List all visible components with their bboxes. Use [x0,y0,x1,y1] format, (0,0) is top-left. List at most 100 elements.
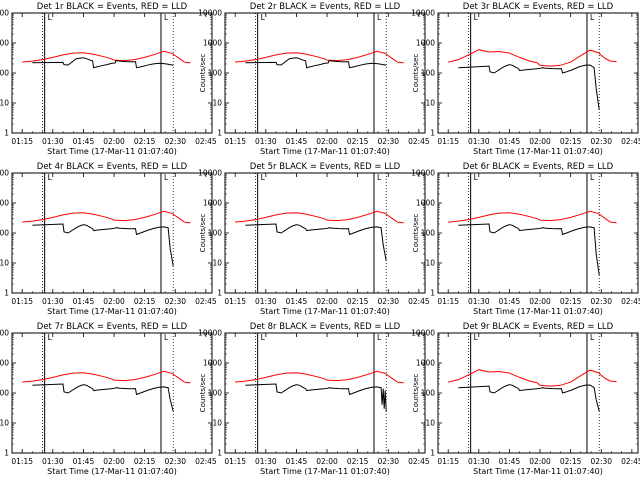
y-tick-label: 10 [425,99,435,108]
x-tick-label: 01:30 [255,137,277,146]
marker-label: L [590,13,595,22]
x-tick-label: 02:15 [134,137,156,146]
y-tick-label: 1000 [416,199,435,208]
x-tick-label: 02:15 [560,297,582,306]
lld-series-line [235,50,404,64]
x-tick-label: 01:15 [224,457,246,466]
x-tick-label: 02:15 [560,137,582,146]
y-tick-label: 1000 [203,199,222,208]
x-tick-label: 01:45 [286,137,308,146]
marker-label: L [164,333,169,342]
events-series-line [458,64,600,110]
y-axis-label: Counts/sec [199,374,207,413]
x-tick-label: 01:45 [286,457,308,466]
marker-label: L [261,333,266,342]
x-tick-label: 01:15 [437,297,459,306]
x-axis-label: Start Time (17-Mar-11 01:07:40) [47,307,177,316]
panel-7: Det 7r BLACK = Events, RED = LLD 1 10 100 10… [0,322,217,476]
panel-title: Det 4r BLACK = Events, RED = LLD [37,162,188,172]
x-axis-label: Start Time (17-Mar-11 01:07:40) [47,467,177,476]
y-tick-label: 100 [208,229,223,238]
plot-frame [437,12,639,134]
plot-frame [224,12,426,134]
lld-series-line [448,210,617,224]
x-tick-label: 01:15 [224,137,246,146]
y-axis-label: Counts/sec [412,214,420,253]
y-axis-label: Counts/sec [199,54,207,93]
x-tick-label: 01:15 [437,457,459,466]
y-tick-label: 1000 [0,199,9,208]
y-tick-label: 10000 [0,9,9,18]
x-axis-label: Start Time (17-Mar-11 01:07:40) [473,467,603,476]
x-tick-label: 01:45 [499,297,521,306]
x-tick-label: 02:15 [560,457,582,466]
lld-series-line [22,50,191,64]
plot-frame [11,12,213,134]
events-series-line [245,223,387,261]
x-tick-label: 01:30 [468,457,490,466]
y-tick-label: 10000 [198,9,222,18]
x-tick-label: 02:30 [164,457,186,466]
x-tick-label: 01:15 [437,137,459,146]
x-tick-label: 01:30 [468,297,490,306]
y-tick-label: 100 [0,389,9,398]
x-axis-label: Start Time (17-Mar-11 01:07:40) [473,307,603,316]
lld-series-line [235,370,404,384]
panel-title: Det 2r BLACK = Events, RED = LLD [250,2,401,12]
x-tick-label: 02:45 [408,297,430,306]
marker-label: L [590,333,595,342]
marker-label: L [474,173,479,182]
x-tick-label: 01:30 [468,137,490,146]
x-tick-label: 01:30 [255,457,277,466]
events-series-line [245,383,387,412]
y-tick-label: 1000 [416,39,435,48]
x-tick-label: 01:45 [286,297,308,306]
y-tick-label: 1000 [0,359,9,368]
y-axis-label: Counts/sec [199,214,207,253]
y-tick-label: 1000 [416,359,435,368]
panel-1: Det 1r BLACK = Events, RED = LLD 1 10 100 10… [0,2,217,156]
plot-frame [224,172,426,294]
y-tick-label: 100 [0,229,9,238]
panel-3: Det 3r BLACK = Events, RED = LLD 1 10 100 10… [411,2,640,156]
x-tick-label: 01:30 [255,297,277,306]
x-tick-label: 02:45 [195,457,217,466]
plot-frame [437,172,639,294]
y-tick-label: 1 [4,449,9,458]
y-tick-label: 10000 [0,329,9,338]
x-tick-label: 01:45 [73,137,95,146]
y-tick-label: 100 [421,69,436,78]
events-series-line [32,223,174,266]
lld-series-line [235,210,404,224]
marker-label: L [261,173,266,182]
x-tick-label: 02:30 [590,457,612,466]
x-tick-label: 02:45 [195,137,217,146]
x-tick-label: 02:30 [164,137,186,146]
y-tick-label: 1000 [0,39,9,48]
y-tick-label: 100 [208,69,223,78]
x-tick-label: 02:00 [316,137,338,146]
x-tick-label: 02:00 [316,457,338,466]
x-tick-label: 02:30 [590,137,612,146]
plot-frame [437,332,639,454]
x-tick-label: 02:45 [195,297,217,306]
x-tick-label: 02:45 [408,457,430,466]
x-tick-label: 01:15 [11,137,33,146]
x-tick-label: 02:00 [316,297,338,306]
x-tick-label: 02:30 [377,297,399,306]
events-series-line [32,57,174,69]
panel-9: Det 9r BLACK = Events, RED = LLD 1 10 100 10… [411,322,640,476]
x-tick-label: 02:30 [377,457,399,466]
y-tick-label: 1 [430,289,435,298]
panel-title: Det 1r BLACK = Events, RED = LLD [37,2,188,12]
lld-series-line [448,49,617,67]
y-tick-label: 1 [217,449,222,458]
panel-title: Det 6r BLACK = Events, RED = LLD [463,162,614,172]
y-tick-label: 100 [421,229,436,238]
y-tick-label: 100 [208,389,223,398]
y-tick-label: 10000 [411,169,435,178]
marker-label: L [48,333,53,342]
events-series-line [32,383,174,412]
marker-label: L [590,173,595,182]
